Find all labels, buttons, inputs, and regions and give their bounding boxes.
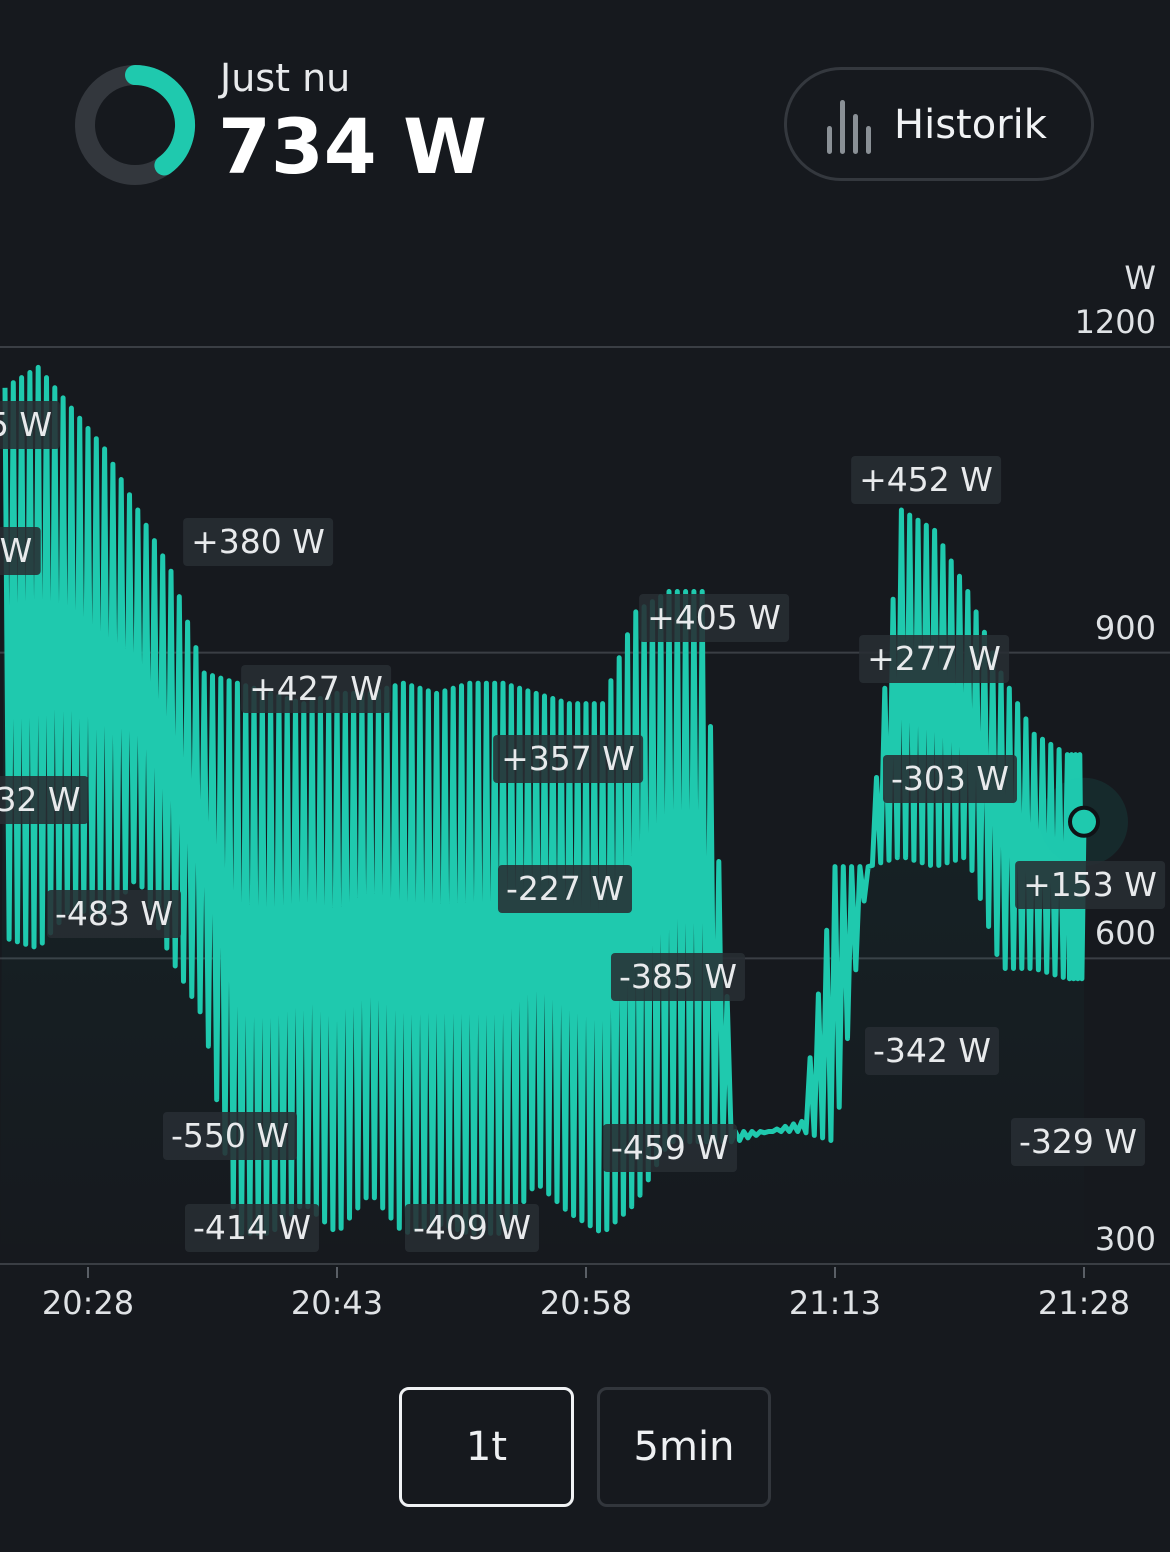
annotation-label: 32 W	[0, 776, 89, 824]
x-tick-label: 20:58	[539, 1284, 633, 1322]
y-tick-label: 600	[1094, 914, 1156, 953]
current-power-value: 734 W	[218, 102, 487, 191]
chart-canvas	[0, 346, 1170, 1278]
annotation-label: -385 W	[610, 953, 746, 1001]
power-chart[interactable]: W 1200 900 600 300 20:28 20:43 20:58 21:13 21:2…	[0, 240, 1170, 1360]
current-point-marker	[1068, 805, 1100, 838]
annotation-label: -483 W	[46, 890, 182, 938]
x-tick-label: 20:28	[41, 1284, 135, 1322]
y-tick-label: 900	[1094, 608, 1156, 647]
header: Just nu 734 W Historik	[0, 0, 1170, 240]
annotation-label: +153 W	[1015, 861, 1165, 909]
history-button[interactable]: Historik	[784, 67, 1094, 181]
annotation-label: -409 W	[404, 1204, 540, 1252]
now-label: Just nu	[220, 56, 351, 100]
y-tick-label: 1200	[1074, 303, 1156, 341]
annotation-label: +357 W	[493, 735, 643, 783]
annotation-label: -227 W	[497, 865, 633, 913]
annotation-label: 5 W	[0, 401, 61, 449]
annotation-label: +452 W	[851, 456, 1001, 504]
annotation-label: +277 W	[859, 635, 1009, 683]
power-gauge	[75, 65, 195, 185]
history-label: Historik	[894, 102, 1047, 148]
gauge-arc	[125, 65, 195, 176]
x-tick-label: 21:13	[788, 1284, 882, 1322]
annotation-label: +427 W	[241, 665, 391, 713]
annotation-label: -329 W	[1010, 1118, 1146, 1166]
bar-chart-icon	[827, 100, 871, 154]
annotation-label: +380 W	[183, 518, 333, 566]
annotation-label: -303 W	[882, 755, 1018, 803]
annotation-label: W	[0, 527, 41, 575]
x-tick-label: 21:28	[1037, 1284, 1131, 1322]
y-axis-unit: W	[1124, 259, 1156, 297]
series-line	[2, 364, 1087, 1236]
range-1t-button[interactable]: 1t	[399, 1387, 574, 1507]
x-tick-label: 20:43	[290, 1284, 384, 1322]
annotation-label: -459 W	[602, 1124, 738, 1172]
range-5min-button[interactable]: 5min	[597, 1387, 771, 1507]
annotation-label: -414 W	[184, 1204, 320, 1252]
annotation-label: +405 W	[639, 594, 789, 642]
y-tick-label: 300	[1094, 1220, 1156, 1258]
annotation-label: -550 W	[162, 1112, 298, 1160]
annotation-label: -342 W	[864, 1027, 1000, 1075]
